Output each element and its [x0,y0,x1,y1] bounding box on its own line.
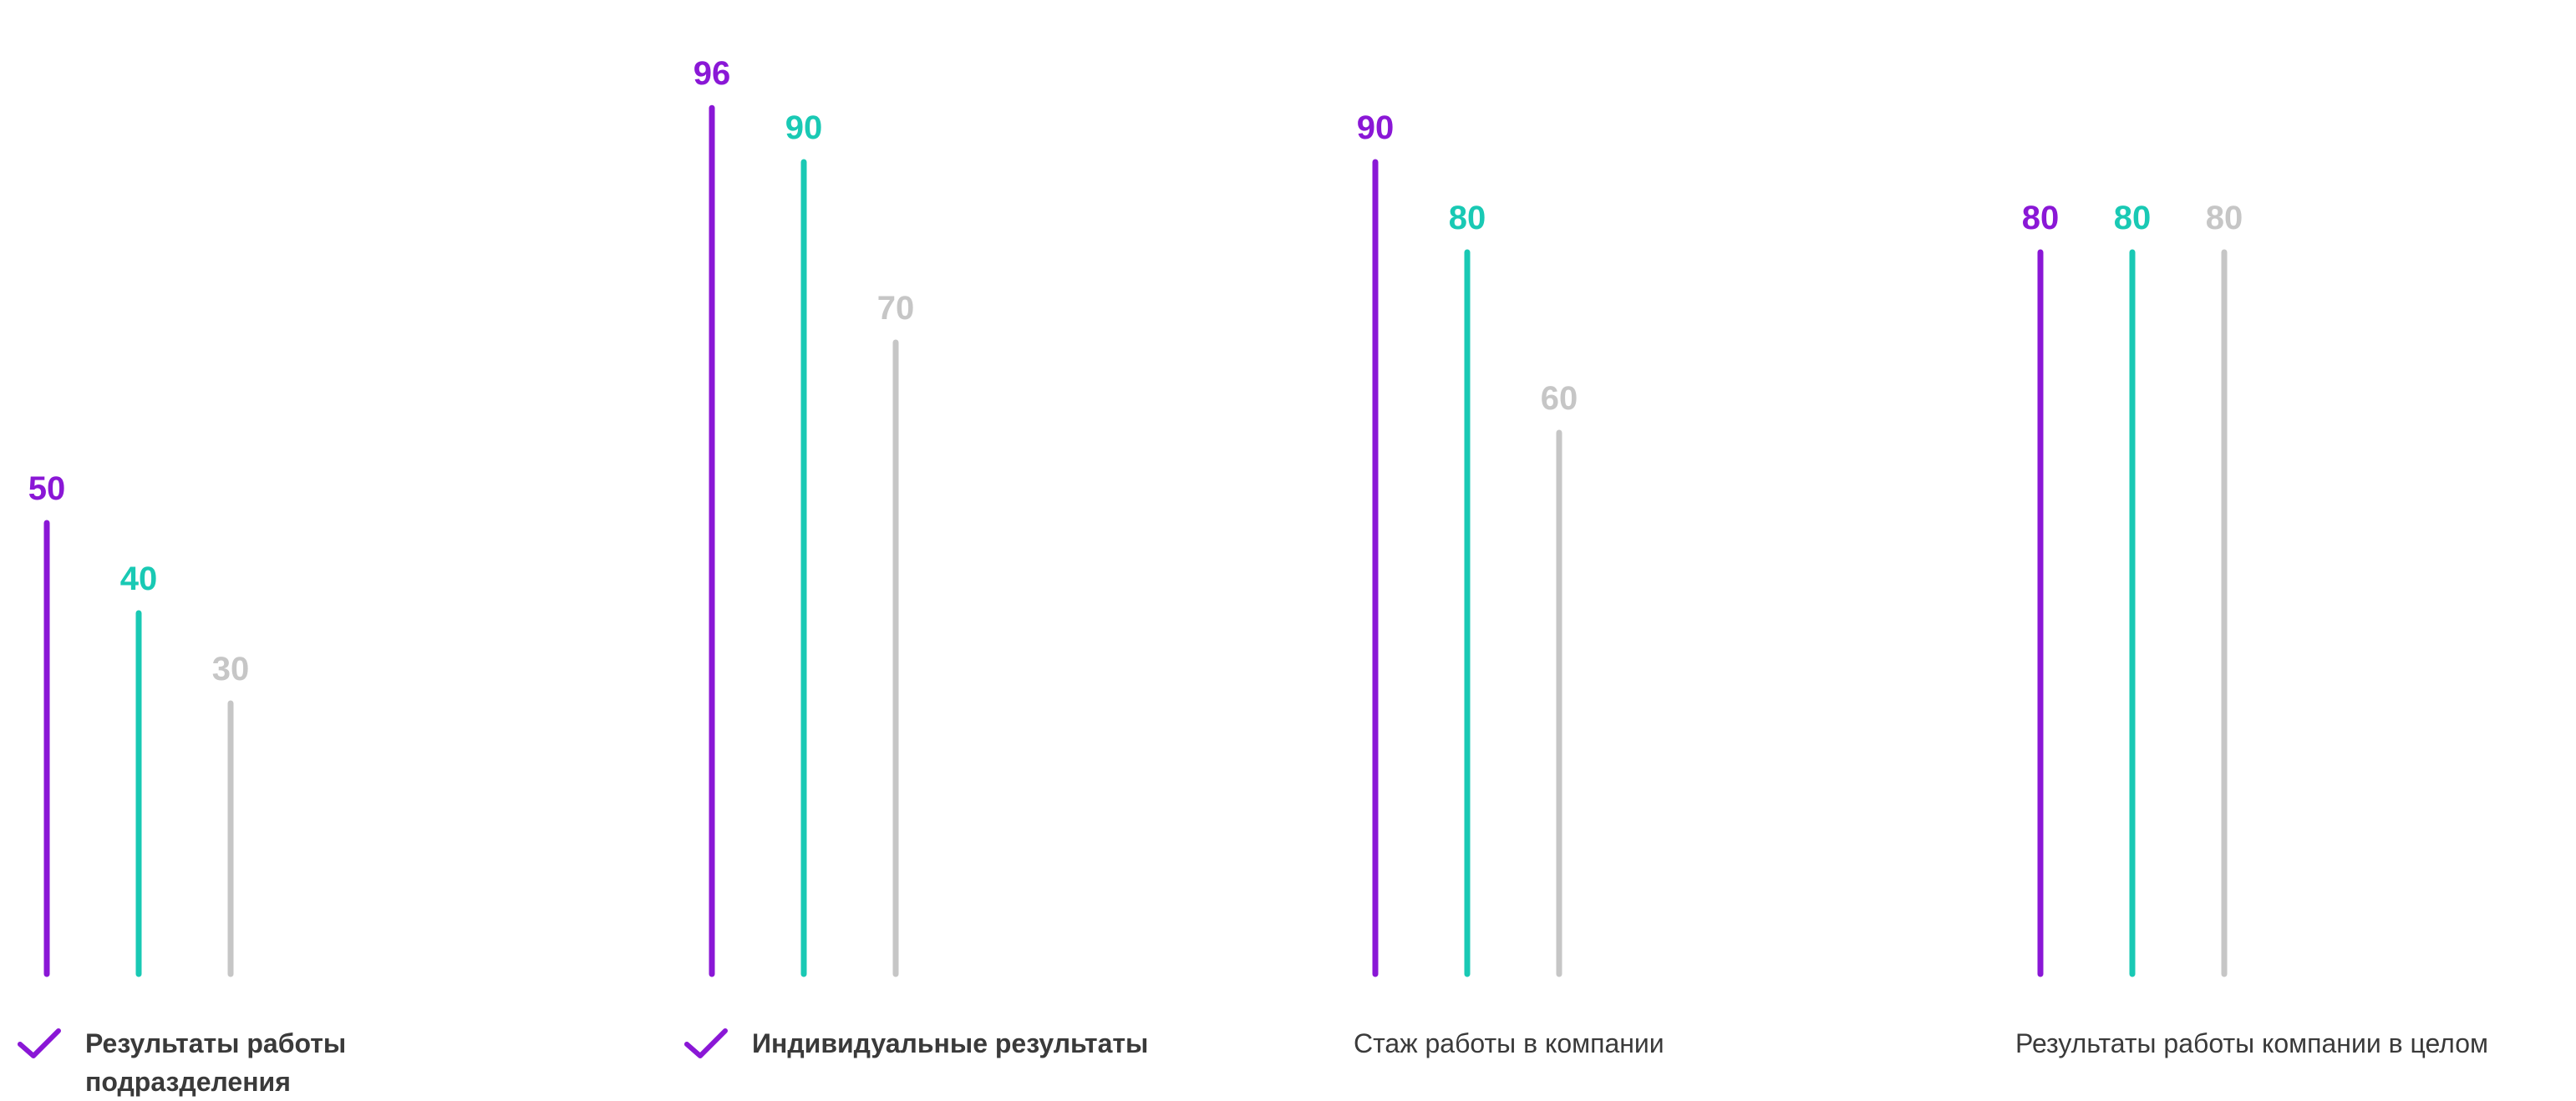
category-label: Результаты работы компании в целом [2015,1028,2488,1058]
value-label-purple-1: 96 [694,55,731,92]
value-label-purple-3: 80 [2022,200,2060,236]
value-label-teal-0: 40 [120,561,158,597]
category-department-results[interactable]: Результаты работы подразделения [17,1024,485,1101]
category-individual-results[interactable]: Индивидуальные результаты [683,1024,1268,1063]
category-tenure[interactable]: Стаж работы в компании [1354,1024,1788,1063]
value-label-teal-2: 80 [1449,200,1486,236]
checkmark-icon [18,1028,61,1058]
checkmark-icon [684,1028,728,1058]
value-label-gray-3: 80 [2206,200,2243,236]
value-label-teal-3: 80 [2114,200,2152,236]
value-label-gray-0: 30 [212,651,250,687]
value-label-purple-0: 50 [28,470,66,507]
category-label: Стаж работы в компании [1354,1028,1664,1058]
value-label-gray-1: 70 [877,290,915,327]
value-label-purple-2: 90 [1357,109,1395,146]
category-label: Результаты работы подразделения [85,1028,347,1097]
category-label: Индивидуальные результаты [752,1028,1149,1058]
category-company-results[interactable]: Результаты работы компании в целом [2015,1024,2567,1063]
value-label-teal-1: 90 [785,109,823,146]
value-label-gray-2: 60 [1541,380,1578,417]
